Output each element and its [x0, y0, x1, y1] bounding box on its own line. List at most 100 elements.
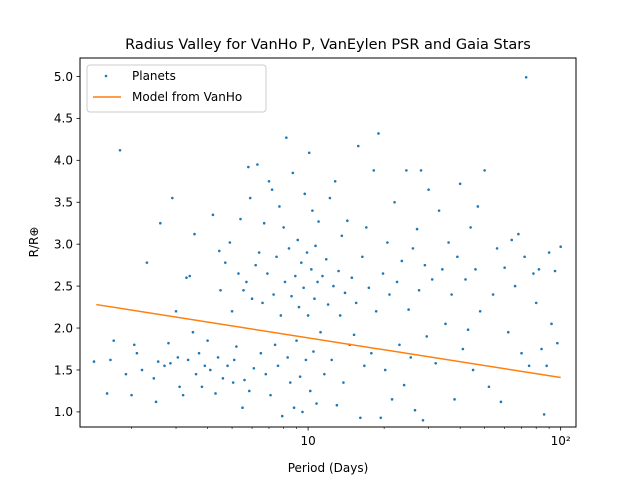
planet-point: [421, 418, 425, 422]
planet-point: [314, 244, 317, 248]
planet-point: [275, 255, 278, 259]
planet-point: [169, 361, 172, 365]
planet-point: [259, 351, 263, 355]
planet-point: [423, 263, 427, 267]
planet-point: [386, 241, 389, 244]
planet-point: [248, 196, 252, 200]
planet-point: [252, 367, 256, 370]
planet-point: [197, 351, 201, 355]
x-axis: 10 10²: [131, 427, 571, 448]
planet-point: [374, 309, 378, 313]
planet-point: [453, 398, 456, 401]
planet-point: [305, 251, 309, 254]
planet-point: [491, 293, 495, 296]
planet-point: [112, 339, 116, 342]
planet-point: [450, 293, 453, 296]
legend-planets-marker: [104, 74, 108, 78]
planet-point: [231, 381, 235, 384]
planet-point: [379, 416, 383, 420]
planet-point: [269, 393, 272, 397]
planet-point: [447, 241, 450, 244]
planet-point: [478, 309, 482, 313]
planet-point: [398, 343, 401, 347]
planet-point: [266, 272, 269, 275]
y-axis: 1.0 1.5 2.0 2.5 3.0 3.5 4.0 4.5 5.0: [54, 70, 80, 419]
planet-point: [285, 136, 288, 139]
planet-point: [534, 301, 538, 305]
y-axis-label: R/R⊕: [27, 227, 41, 258]
planet-point: [335, 403, 339, 407]
planet-point: [456, 255, 459, 259]
planet-point: [290, 294, 293, 298]
planet-point: [232, 358, 236, 362]
planet-point: [262, 221, 266, 225]
planet-point: [221, 377, 225, 380]
planet-point: [407, 308, 410, 311]
planet-point: [185, 276, 188, 280]
planet-point: [298, 375, 302, 378]
planet-point: [105, 392, 109, 395]
planet-point: [188, 274, 192, 278]
planet-point: [124, 372, 128, 376]
planet-point: [359, 416, 362, 420]
axes-frame: [79, 57, 577, 428]
planet-point: [506, 330, 510, 334]
planet-point: [191, 330, 195, 334]
planet-point: [296, 238, 300, 242]
planet-point: [430, 278, 434, 281]
planet-point: [323, 372, 326, 376]
planet-point: [476, 205, 480, 208]
planet-point: [247, 165, 250, 169]
planet-point: [326, 303, 330, 306]
planet-point: [302, 286, 305, 290]
planet-point: [417, 289, 421, 292]
planet-point: [306, 314, 310, 317]
planet-point: [291, 171, 295, 175]
planet-point: [256, 163, 259, 166]
planet-point: [312, 350, 315, 353]
planet-point: [343, 291, 347, 295]
planet-point: [317, 220, 320, 223]
planet-point: [130, 393, 133, 397]
planet-point: [242, 289, 245, 292]
planet-point: [109, 358, 112, 362]
planet-point: [267, 179, 271, 183]
planet-point: [400, 259, 404, 263]
planet-point: [559, 245, 562, 248]
planet-point: [264, 372, 268, 376]
planet-point: [245, 280, 248, 284]
planet-point: [206, 339, 209, 342]
planet-point: [350, 276, 354, 280]
y-tick-label: 1.0: [54, 405, 73, 419]
planet-point: [178, 385, 181, 389]
planet-point: [159, 221, 162, 225]
planet-point: [203, 364, 207, 368]
planet-point: [226, 364, 229, 368]
planet-point: [288, 381, 292, 384]
legend-model-label: Model from VanHo: [132, 90, 242, 104]
planet-point: [556, 341, 559, 345]
planet-point: [286, 356, 289, 359]
planet-point: [304, 358, 308, 362]
planet-point: [310, 268, 313, 271]
planet-point: [547, 251, 551, 254]
y-tick-label: 2.5: [54, 279, 73, 293]
y-tick-label: 5.0: [54, 70, 73, 84]
planet-point: [474, 268, 477, 271]
planet-point: [186, 358, 190, 362]
planet-point: [211, 213, 215, 217]
planet-point: [308, 389, 312, 393]
planet-point: [272, 293, 275, 296]
planet-point: [152, 377, 156, 380]
planet-point: [254, 263, 257, 267]
planet-point: [402, 383, 406, 387]
planet-point: [247, 389, 251, 393]
planet-point: [367, 286, 371, 290]
planet-point: [458, 182, 462, 186]
planet-point: [145, 261, 149, 264]
planet-point: [216, 356, 220, 359]
planet-point: [466, 328, 470, 332]
planet-point: [550, 322, 553, 326]
planet-point: [294, 274, 297, 278]
